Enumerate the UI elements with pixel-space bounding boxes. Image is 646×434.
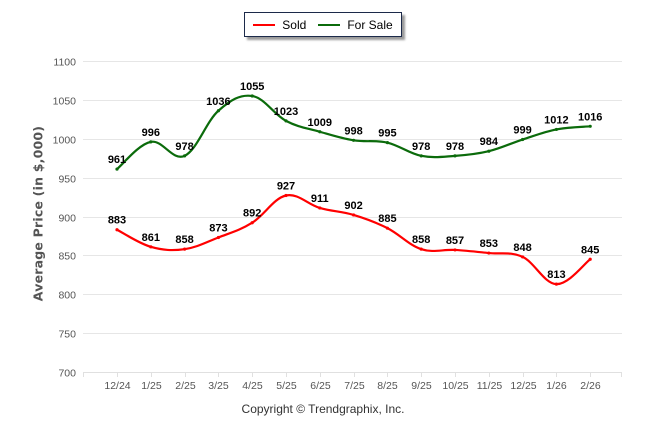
x-tick-label: 9/25: [411, 380, 432, 392]
data-label-for-sale: 998: [344, 125, 362, 137]
legend-label-for-sale: For Sale: [347, 17, 393, 32]
data-point-for-sale[interactable]: [149, 140, 153, 144]
data-point-for-sale[interactable]: [115, 167, 119, 171]
y-tick-label: 1050: [53, 96, 77, 108]
data-point-for-sale[interactable]: [183, 154, 187, 158]
x-tick-label: 1/25: [141, 380, 162, 392]
legend-item-for-sale[interactable]: For Sale: [318, 17, 393, 32]
data-label-sold: 858: [412, 234, 430, 246]
x-tick-label: 1/26: [546, 380, 567, 392]
data-point-sold[interactable]: [149, 245, 153, 249]
data-point-sold[interactable]: [385, 226, 389, 230]
x-tick-label: 5/25: [276, 380, 297, 392]
data-point-sold[interactable]: [250, 221, 254, 225]
data-label-for-sale: 995: [378, 128, 396, 140]
data-label-sold: 845: [581, 244, 599, 256]
data-label-sold: 927: [277, 181, 295, 193]
legend: Sold For Sale: [244, 12, 402, 37]
y-tick-label: 900: [58, 213, 76, 225]
x-tick-label: 7/25: [344, 380, 365, 392]
data-point-for-sale[interactable]: [284, 119, 288, 123]
y-tick-label: 950: [58, 174, 76, 186]
x-tick-label: 6/25: [310, 380, 331, 392]
y-tick-label: 850: [58, 251, 76, 263]
legend-label-sold: Sold: [282, 17, 307, 32]
data-point-sold[interactable]: [453, 248, 457, 252]
data-point-sold[interactable]: [554, 282, 559, 286]
data-label-sold: 813: [547, 269, 565, 281]
data-label-sold: 885: [378, 213, 396, 225]
x-tick-label: 11/25: [477, 380, 503, 392]
data-point-for-sale[interactable]: [419, 154, 423, 158]
data-label-sold: 857: [446, 235, 464, 247]
data-point-for-sale[interactable]: [521, 137, 525, 142]
data-point-for-sale[interactable]: [588, 124, 592, 128]
y-tick-label: 1100: [53, 57, 76, 69]
data-label-for-sale: 1055: [240, 81, 264, 93]
x-tick-label: 12/25: [510, 380, 536, 392]
data-point-sold[interactable]: [183, 247, 187, 251]
y-tick-label: 800: [58, 290, 76, 302]
data-label-for-sale: 1023: [274, 106, 298, 118]
data-label-for-sale: 1009: [308, 117, 332, 129]
data-label-for-sale: 1036: [206, 96, 230, 108]
gridlines: [83, 61, 622, 373]
data-point-sold[interactable]: [352, 213, 356, 217]
x-tick-label: 3/25: [208, 380, 229, 392]
data-labels: 883 861 858 873 892 927 911 902 885 858 857 853 848 8…: [108, 81, 603, 281]
legend-swatch-for-sale: [318, 23, 341, 26]
x-tick-label: 2/26: [580, 380, 601, 392]
data-label-sold: 858: [175, 234, 193, 246]
data-point-sold[interactable]: [115, 228, 119, 232]
data-point-for-sale[interactable]: [554, 127, 559, 132]
data-label-sold: 853: [480, 238, 498, 250]
x-tick-label: 8/25: [377, 380, 398, 392]
x-axis: 12/24 1/25 2/25 3/25 4/25 5/25 6/25 7/25 8/25 9/2…: [83, 372, 622, 392]
y-tick-label: 700: [58, 368, 76, 380]
data-point-sold[interactable]: [588, 257, 592, 261]
data-point-for-sale[interactable]: [318, 130, 322, 134]
data-label-sold: 848: [513, 242, 531, 254]
data-point-sold[interactable]: [419, 247, 423, 251]
data-label-for-sale: 961: [108, 154, 126, 166]
data-label-for-sale: 978: [412, 141, 430, 153]
y-axis-ticks: 700 750 800 850 900 950 1000 1050 1100: [53, 57, 77, 380]
legend-swatch-sold: [253, 23, 276, 26]
data-label-sold: 861: [142, 232, 160, 244]
x-tick-label: 10/25: [442, 380, 468, 392]
x-tick-label: 4/25: [242, 380, 263, 392]
series-lines: [115, 94, 592, 286]
data-label-sold: 902: [344, 200, 362, 212]
data-label-for-sale: 1012: [544, 114, 568, 126]
data-point-for-sale[interactable]: [487, 149, 491, 153]
data-point-sold[interactable]: [487, 251, 491, 255]
data-point-for-sale[interactable]: [453, 154, 457, 158]
x-tick-label: 12/24: [104, 380, 130, 392]
y-tick-label: 750: [58, 329, 76, 341]
data-point-sold[interactable]: [216, 235, 220, 240]
legend-item-sold[interactable]: Sold: [253, 18, 306, 32]
data-point-for-sale[interactable]: [216, 109, 220, 113]
y-tick-label: 1000: [53, 135, 77, 147]
data-label-sold: 892: [243, 208, 261, 220]
copyright-text: Copyright © Trendgraphix, Inc.: [241, 402, 405, 416]
data-point-sold[interactable]: [284, 193, 288, 198]
data-label-for-sale: 996: [142, 127, 160, 139]
data-label-sold: 883: [108, 215, 126, 227]
data-point-for-sale[interactable]: [250, 94, 254, 98]
data-label-sold: 911: [311, 193, 329, 205]
data-label-for-sale: 1016: [578, 111, 602, 123]
data-label-for-sale: 984: [480, 136, 499, 148]
data-point-sold[interactable]: [318, 206, 322, 210]
data-label-for-sale: 978: [446, 141, 464, 153]
data-point-for-sale[interactable]: [352, 138, 356, 142]
x-tick-label: 2/25: [175, 380, 196, 392]
data-label-for-sale: 999: [513, 125, 531, 137]
data-label-for-sale: 978: [175, 141, 193, 153]
data-point-for-sale[interactable]: [385, 141, 389, 145]
data-label-sold: 873: [209, 222, 227, 234]
data-point-sold[interactable]: [521, 255, 525, 259]
y-axis-label: Average Price (in $,000): [30, 125, 46, 302]
